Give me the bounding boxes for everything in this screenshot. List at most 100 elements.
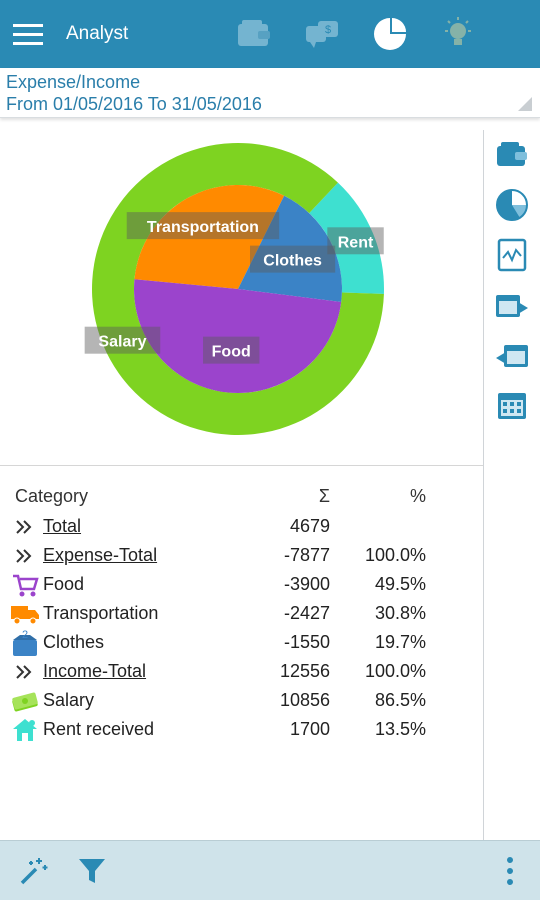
column-header-category: Category	[15, 486, 89, 506]
side-calendar-button[interactable]	[484, 380, 540, 430]
app-bar: Analyst $	[0, 0, 540, 68]
clothes-box-icon: 2	[10, 629, 40, 656]
pie-slice-food[interactable]	[133, 279, 342, 394]
table-row[interactable]: Salary 10856 86.5%	[0, 686, 483, 715]
calendar-back-icon	[496, 345, 528, 367]
row-category: Salary	[43, 690, 95, 710]
row-sum: 10856	[279, 690, 330, 710]
menu-button[interactable]	[0, 0, 56, 68]
row-percent: 86.5%	[374, 690, 426, 710]
chart-data-label: Food	[203, 336, 260, 364]
hamburger-icon	[13, 24, 43, 45]
row-sum: -7877	[283, 545, 330, 565]
chart-data-label: Salary	[84, 326, 161, 354]
table-row[interactable]: Rent received 1700 13.5%	[0, 715, 483, 744]
report-title: Expense/Income	[6, 72, 141, 92]
more-vertical-icon	[507, 857, 513, 885]
side-next-period-button[interactable]	[484, 280, 540, 330]
tab-pie-chart[interactable]	[356, 0, 424, 68]
row-sum: 4679	[289, 516, 330, 536]
svg-text:Salary: Salary	[98, 334, 146, 351]
pie-slice-transportation[interactable]	[134, 184, 285, 289]
side-toolbar	[483, 130, 540, 840]
chart-area: Salary Rent Transportation Clothes Food	[0, 130, 483, 465]
row-sum: 1700	[289, 719, 330, 739]
column-header-percent: %	[409, 486, 426, 506]
transfer-icon: $	[306, 21, 338, 48]
chart-data-label: Transportation	[126, 212, 280, 240]
table-row[interactable]: Income-Total 12556 100.0%	[0, 657, 483, 686]
row-percent: 100.0%	[364, 545, 426, 565]
table-header: Category Σ %	[0, 480, 483, 512]
table-row[interactable]: Expense-Total -7877 100.0%	[0, 541, 483, 570]
row-category: Food	[43, 574, 85, 594]
side-prev-period-button[interactable]	[484, 330, 540, 380]
double-chevron-icon	[10, 543, 40, 569]
svg-text:$: $	[325, 24, 331, 36]
row-category[interactable]: Total	[43, 516, 82, 536]
house-icon	[10, 717, 40, 743]
side-pie-button[interactable]	[484, 180, 540, 230]
pie-slice-clothes[interactable]	[238, 195, 342, 302]
row-category: Rent received	[43, 719, 155, 739]
dropdown-corner-icon	[518, 97, 532, 111]
svg-text:Rent: Rent	[338, 234, 374, 251]
filter-icon	[79, 859, 105, 883]
table-row[interactable]: 2 Clothes -1550 19.7%	[0, 628, 483, 657]
row-category: Transportation	[43, 603, 159, 623]
side-detail-button[interactable]	[484, 230, 540, 280]
tab-bar: $	[220, 0, 492, 68]
column-header-sum: Σ	[318, 486, 330, 506]
lightbulb-icon	[445, 17, 471, 45]
magic-wand-button[interactable]	[12, 851, 52, 891]
tab-transfer[interactable]: $	[288, 0, 356, 68]
row-percent: 100.0%	[364, 661, 426, 681]
calendar-icon	[498, 393, 526, 419]
row-category[interactable]: Expense-Total	[43, 545, 158, 565]
app-title: Analyst	[66, 23, 129, 44]
bottom-bar	[0, 840, 540, 900]
divider	[0, 465, 483, 466]
double-chevron-icon	[10, 659, 40, 685]
pie-chart-icon	[496, 189, 528, 221]
side-wallet-button[interactable]	[484, 130, 540, 180]
double-chevron-icon	[10, 514, 40, 540]
svg-text:Transportation: Transportation	[147, 219, 259, 236]
row-percent: 19.7%	[374, 632, 426, 652]
truck-icon	[10, 601, 40, 627]
svg-text:2: 2	[22, 629, 28, 641]
calendar-forward-icon	[496, 295, 528, 317]
report-header[interactable]: Expense/Income From 01/05/2016 To 31/05/…	[0, 68, 540, 118]
row-category: Clothes	[43, 632, 105, 652]
tab-wallet[interactable]	[220, 0, 288, 68]
magic-wand-icon	[20, 858, 48, 885]
row-percent: 13.5%	[374, 719, 426, 739]
svg-text:Food: Food	[212, 344, 251, 361]
report-date-range: From 01/05/2016 To 31/05/2016	[6, 94, 262, 114]
wallet-icon	[497, 142, 527, 166]
table-row[interactable]: Food -3900 49.5%	[0, 570, 483, 599]
row-sum: -3900	[283, 574, 330, 594]
row-category[interactable]: Income-Total	[43, 661, 147, 681]
category-table: Category Σ % Total 4679 Expense-Total -7877…	[0, 480, 483, 744]
filter-button[interactable]	[72, 851, 112, 891]
chart-data-label: Rent	[327, 227, 384, 255]
row-sum: 12556	[279, 661, 330, 681]
row-percent: 49.5%	[374, 574, 426, 594]
row-sum: -1550	[283, 632, 330, 652]
chart-data-label: Clothes	[250, 245, 336, 273]
money-icon	[10, 688, 40, 714]
pie-chart-icon	[374, 18, 406, 50]
row-percent: 30.8%	[374, 603, 426, 623]
svg-text:Clothes: Clothes	[263, 253, 322, 270]
chart-detail-icon	[497, 238, 527, 272]
tab-lightbulb[interactable]	[424, 0, 492, 68]
wallet-icon	[238, 20, 270, 46]
ring-slice-rent[interactable]	[309, 182, 384, 294]
shopping-cart-icon	[10, 572, 40, 598]
table-row[interactable]: Transportation -2427 30.8%	[0, 599, 483, 628]
row-sum: -2427	[283, 603, 330, 623]
more-options-button[interactable]	[490, 851, 530, 891]
table-row[interactable]: Total 4679	[0, 512, 483, 541]
